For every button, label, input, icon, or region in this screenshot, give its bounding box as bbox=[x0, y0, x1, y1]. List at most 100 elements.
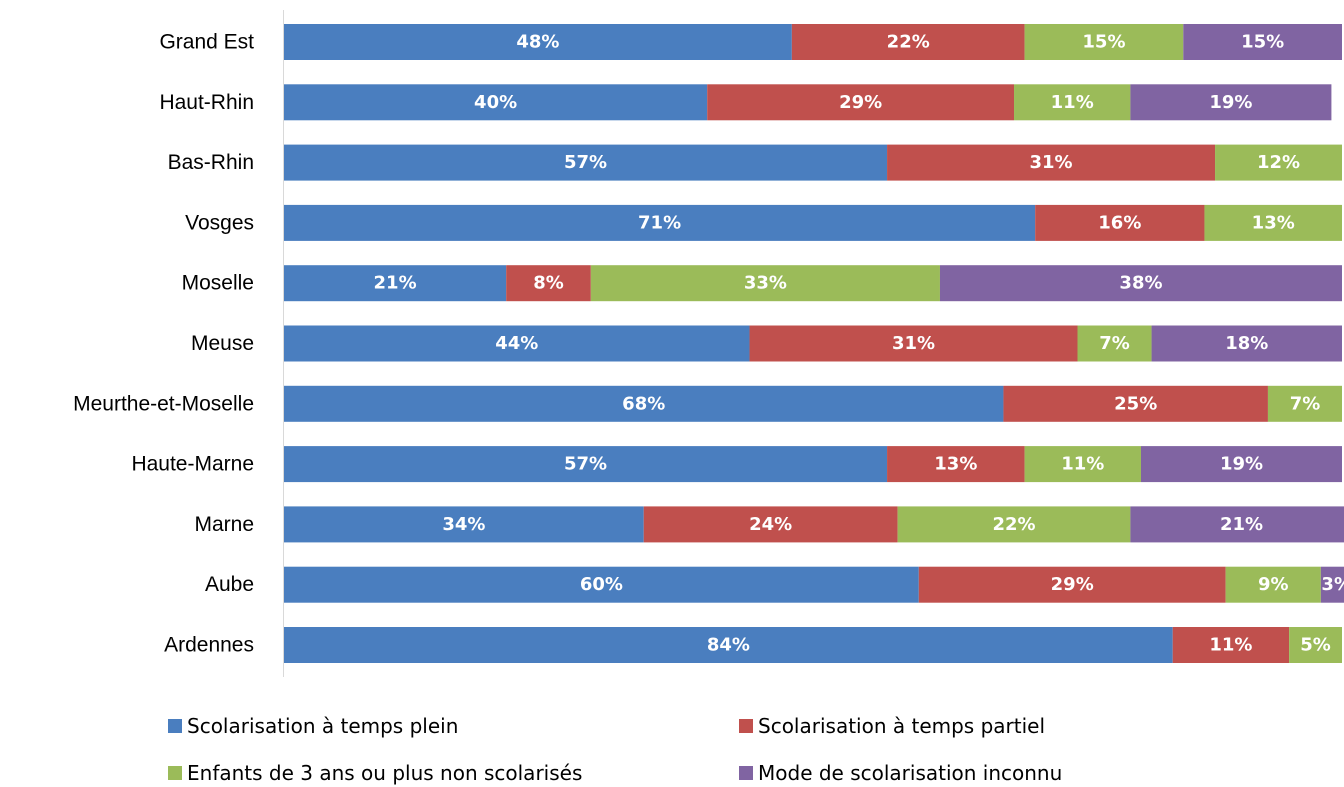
data-label-grand-est-series-4: 15% bbox=[1241, 32, 1284, 53]
bar-segment-marne-series-2 bbox=[643, 506, 898, 543]
data-label-ardennes-series-2: 11% bbox=[1209, 635, 1252, 656]
bar-segment-marne-series-4 bbox=[1130, 506, 1344, 543]
legend-label-series-3: Enfants de 3 ans ou plus non scolarisés bbox=[187, 761, 583, 785]
legend-label-series-4: Mode de scolarisation inconnu bbox=[758, 761, 1063, 785]
data-label-vosges-series-2: 16% bbox=[1098, 212, 1141, 233]
data-label-bas-rhin-series-1: 57% bbox=[564, 152, 607, 173]
legend-swatch-series-3 bbox=[168, 766, 182, 780]
data-label-bas-rhin-series-2: 31% bbox=[1030, 152, 1073, 173]
category-label-haute-marne: Haute-Marne bbox=[131, 453, 254, 476]
bar-segment-grand-est-series-2 bbox=[791, 24, 1025, 60]
bar-segment-bas-rhin-series-3 bbox=[1215, 144, 1342, 181]
category-label-haut-rhin: Haut-Rhin bbox=[159, 91, 254, 114]
category-label-vosges: Vosges bbox=[185, 211, 254, 234]
category-label-moselle: Moselle bbox=[182, 272, 254, 295]
bar-segment-bas-rhin-series-2 bbox=[887, 144, 1216, 181]
data-label-ardennes-series-3: 5% bbox=[1300, 635, 1331, 656]
data-label-marne-series-4: 21% bbox=[1220, 514, 1263, 535]
bar-segment-aube-series-4 bbox=[1320, 566, 1344, 603]
legend-swatch-series-4 bbox=[739, 766, 753, 780]
data-label-vosges-series-1: 71% bbox=[638, 212, 681, 233]
bar-segment-grand-est-series-3 bbox=[1024, 24, 1184, 60]
bar-segment-marne-series-1 bbox=[284, 506, 644, 543]
data-label-aube-series-4: 3% bbox=[1321, 574, 1344, 595]
bar-segment-aube-series-2 bbox=[918, 566, 1226, 603]
bar-segment-meuse-series-1 bbox=[284, 325, 750, 362]
bar-segment-vosges-series-3 bbox=[1204, 204, 1342, 241]
legend-item-series-2: Scolarisation à temps partiel bbox=[739, 714, 1045, 738]
stacked-bar-chart: 48% 22% 15% 15% 40% 29% 11% 19% 57% 31% 12% 71% 16% 1… bbox=[73, 10, 1344, 677]
bar-segment-meurthe-et-moselle-series-2 bbox=[1003, 385, 1268, 422]
data-label-vosges-series-3: 13% bbox=[1252, 212, 1295, 233]
data-label-haute-marne-series-1: 57% bbox=[564, 454, 607, 475]
legend-item-series-1: Scolarisation à temps plein bbox=[168, 714, 458, 738]
legend-swatch-series-2 bbox=[739, 719, 753, 733]
bar-segment-haut-rhin-series-4 bbox=[1130, 84, 1332, 121]
data-label-haut-rhin-series-3: 11% bbox=[1051, 92, 1094, 113]
category-label-bas-rhin: Bas-Rhin bbox=[168, 151, 254, 174]
bar-segment-ardennes-series-3 bbox=[1289, 627, 1342, 663]
bar-segment-vosges-series-1 bbox=[284, 204, 1036, 241]
bar-segment-meuse-series-4 bbox=[1151, 325, 1342, 362]
bar-segment-meurthe-et-moselle-series-3 bbox=[1267, 385, 1342, 422]
data-label-meuse-series-1: 44% bbox=[495, 333, 538, 354]
bar-segment-grand-est-series-1 bbox=[284, 24, 792, 60]
data-label-marne-series-1: 34% bbox=[442, 514, 485, 535]
legend-label-series-1: Scolarisation à temps plein bbox=[187, 714, 459, 738]
bar-segment-grand-est-series-4 bbox=[1183, 24, 1342, 60]
data-label-meuse-series-3: 7% bbox=[1099, 333, 1130, 354]
bar-segment-haute-marne-series-2 bbox=[887, 446, 1025, 483]
data-label-haut-rhin-series-2: 29% bbox=[839, 92, 882, 113]
category-label-ardennes: Ardennes bbox=[164, 634, 254, 657]
data-label-moselle-series-3: 33% bbox=[744, 273, 787, 294]
data-label-grand-est-series-1: 48% bbox=[516, 32, 559, 53]
data-label-moselle-series-1: 21% bbox=[374, 273, 417, 294]
category-label-grand-est: Grand Est bbox=[159, 31, 254, 54]
bar-segment-haute-marne-series-1 bbox=[284, 446, 888, 483]
bars-group: 48% 22% 15% 15% 40% 29% 11% 19% 57% 31% 12% 71% 16% 1… bbox=[284, 24, 1344, 663]
data-label-meuse-series-2: 31% bbox=[892, 333, 935, 354]
data-label-meurthe-et-moselle-series-1: 68% bbox=[622, 393, 665, 414]
bar-segment-haut-rhin-series-1 bbox=[284, 84, 708, 121]
data-label-meuse-series-4: 18% bbox=[1225, 333, 1268, 354]
bar-segment-moselle-series-4 bbox=[939, 265, 1342, 302]
data-label-marne-series-3: 22% bbox=[992, 514, 1035, 535]
data-label-grand-est-series-3: 15% bbox=[1082, 32, 1125, 53]
bar-segment-bas-rhin-series-1 bbox=[284, 144, 888, 181]
legend-swatch-series-1 bbox=[168, 719, 182, 733]
bar-segment-ardennes-series-2 bbox=[1172, 627, 1290, 663]
bar-segment-ardennes-series-1 bbox=[284, 627, 1173, 663]
legend-item-series-3: Enfants de 3 ans ou plus non scolarisés bbox=[168, 761, 582, 785]
legend: Scolarisation à temps plein Scolarisatio… bbox=[0, 700, 1344, 787]
category-label-meuse: Meuse bbox=[191, 332, 254, 355]
legend-item-series-4: Mode de scolarisation inconnu bbox=[739, 761, 1062, 785]
data-label-haute-marne-series-4: 19% bbox=[1220, 454, 1263, 475]
category-label-meurthe-et-moselle: Meurthe-et-Moselle bbox=[73, 392, 254, 415]
bar-segment-moselle-series-1 bbox=[284, 265, 507, 302]
data-label-marne-series-2: 24% bbox=[749, 514, 792, 535]
data-label-moselle-series-4: 38% bbox=[1119, 273, 1162, 294]
bar-segment-moselle-series-2 bbox=[506, 265, 591, 302]
data-label-haut-rhin-series-4: 19% bbox=[1209, 92, 1252, 113]
bar-segment-meuse-series-3 bbox=[1077, 325, 1152, 362]
data-label-haute-marne-series-3: 11% bbox=[1061, 454, 1104, 475]
category-label-aube: Aube bbox=[205, 573, 254, 596]
legend-label-series-2: Scolarisation à temps partiel bbox=[758, 714, 1046, 738]
category-label-marne: Marne bbox=[194, 513, 254, 536]
bar-segment-haut-rhin-series-3 bbox=[1014, 84, 1131, 121]
bar-segment-haute-marne-series-3 bbox=[1024, 446, 1141, 483]
bar-segment-meurthe-et-moselle-series-1 bbox=[284, 385, 1004, 422]
bar-segment-haute-marne-series-4 bbox=[1140, 446, 1342, 483]
data-label-meurthe-et-moselle-series-3: 7% bbox=[1290, 393, 1321, 414]
data-label-moselle-series-2: 8% bbox=[533, 273, 564, 294]
bar-segment-meuse-series-2 bbox=[749, 325, 1078, 362]
data-label-grand-est-series-2: 22% bbox=[887, 32, 930, 53]
data-label-ardennes-series-1: 84% bbox=[707, 635, 750, 656]
data-label-aube-series-3: 9% bbox=[1258, 574, 1289, 595]
bar-segment-marne-series-3 bbox=[897, 506, 1131, 543]
bar-segment-vosges-series-2 bbox=[1035, 204, 1205, 241]
category-labels: Grand Est Haut-Rhin Bas-Rhin Vosges Moselle M… bbox=[73, 31, 254, 657]
data-label-haut-rhin-series-1: 40% bbox=[474, 92, 517, 113]
data-label-aube-series-1: 60% bbox=[580, 574, 623, 595]
bar-segment-aube-series-1 bbox=[284, 566, 919, 603]
